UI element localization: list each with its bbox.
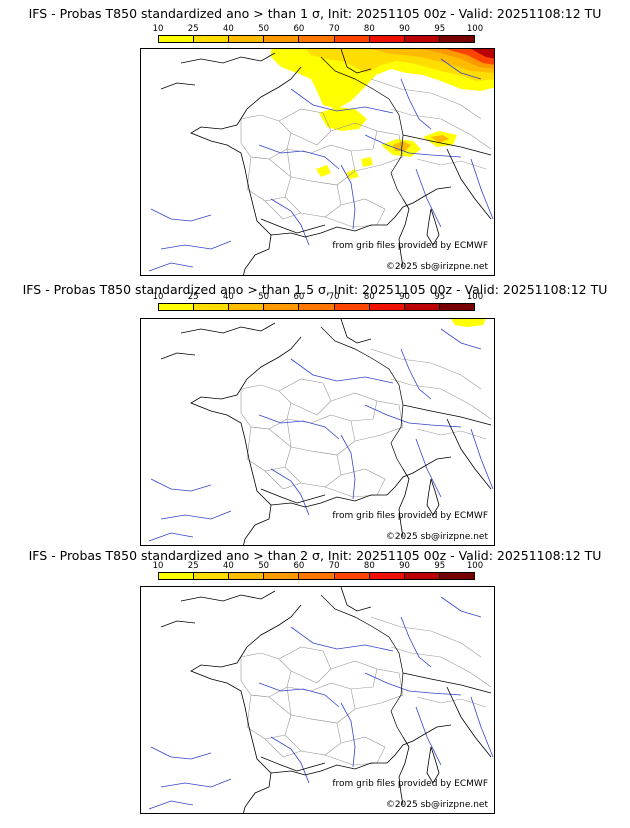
- colorbar-swatch: [439, 36, 474, 42]
- map-panel-3: IFS - Probas T850 standardized ano > tha…: [0, 546, 630, 822]
- colorbar-tick-label: 10: [152, 292, 164, 302]
- colorbar-tick-labels: 10 25 40 50 60 70 80 90 95 100: [153, 561, 484, 571]
- colorbar-swatch: [334, 36, 370, 42]
- colorbar-tick-label: 70: [328, 561, 340, 571]
- colorbar-swatch: [229, 304, 265, 310]
- colorbar-swatch: [194, 304, 230, 310]
- colorbar-tick-label: 70: [328, 292, 340, 302]
- rivers: [148, 596, 494, 810]
- colorbar-tick-labels: 10 25 40 50 60 70 80 90 95 100: [153, 292, 484, 302]
- map-canvas: [148, 319, 494, 545]
- colorbar-tick-label: 60: [293, 561, 305, 571]
- colorbar-swatch: [439, 573, 474, 579]
- france-map: from grib files provided by ECMWF ©2025 …: [140, 586, 495, 814]
- colorbar-swatch: [264, 573, 300, 579]
- colorbar-tick-label: 25: [187, 24, 199, 34]
- colorbar-tick-label: 50: [258, 24, 270, 34]
- colorbar: 10 25 40 50 60 70 80 90 95 100: [153, 292, 484, 311]
- france-map: from grib files provided by ECMWF ©2025 …: [140, 48, 495, 276]
- colorbar-tick-label: 60: [293, 24, 305, 34]
- colorbar-swatch: [264, 304, 300, 310]
- panel-title: IFS - Probas T850 standardized ano > tha…: [28, 6, 602, 21]
- coastlines: [160, 319, 492, 545]
- country-borders: [260, 326, 492, 504]
- colorbar-swatch: [404, 573, 440, 579]
- copyright-credit: ©2025 sb@irizpne.net: [385, 532, 488, 542]
- colorbar-tick-label: 50: [258, 292, 270, 302]
- colorbar-swatch: [439, 304, 474, 310]
- colorbar-swatch: [229, 36, 265, 42]
- colorbar-swatch: [159, 36, 195, 42]
- colorbar-tick-label: 10: [152, 24, 164, 34]
- coastlines: [160, 49, 492, 275]
- colorbar-swatches: [158, 303, 475, 311]
- colorbar-tick-label: 80: [363, 292, 375, 302]
- colorbar-tick-label: 25: [187, 561, 199, 571]
- colorbar: 10 25 40 50 60 70 80 90 95 100: [153, 24, 484, 43]
- colorbar-tick-label: 40: [223, 292, 234, 302]
- data-source-credit: from grib files provided by ECMWF: [332, 779, 488, 789]
- colorbar-tick-label: 50: [258, 561, 270, 571]
- colorbar-swatch: [334, 573, 370, 579]
- colorbar-swatch: [299, 36, 335, 42]
- colorbar-tick-label: 60: [293, 292, 305, 302]
- rivers: [148, 58, 494, 272]
- map-canvas: [148, 587, 494, 813]
- colorbar-swatch: [299, 304, 335, 310]
- colorbar-tick-label: 80: [363, 561, 375, 571]
- colorbar-tick-label: 80: [363, 24, 375, 34]
- probability-overlay: [451, 319, 486, 327]
- colorbar-tick-label: 100: [466, 24, 484, 34]
- france-map: from grib files provided by ECMWF ©2025 …: [140, 318, 495, 546]
- colorbar-swatch: [369, 304, 405, 310]
- colorbar-swatch: [369, 573, 405, 579]
- colorbar-tick-label: 100: [466, 561, 484, 571]
- colorbar-tick-label: 10: [152, 561, 164, 571]
- colorbar-swatch: [264, 36, 300, 42]
- colorbar-tick-label: 90: [399, 561, 410, 571]
- panel-title: IFS - Probas T850 standardized ano > tha…: [22, 282, 608, 297]
- colorbar-tick-label: 95: [434, 24, 446, 34]
- colorbar-tick-label: 90: [399, 292, 410, 302]
- colorbar-swatch: [404, 36, 440, 42]
- colorbar-swatches: [158, 35, 475, 43]
- rivers: [148, 328, 494, 542]
- panel-title: IFS - Probas T850 standardized ano > tha…: [28, 548, 602, 563]
- colorbar-tick-label: 40: [223, 24, 234, 34]
- colorbar-tick-label: 90: [399, 24, 410, 34]
- coastlines: [160, 587, 492, 813]
- country-borders: [260, 594, 492, 772]
- copyright-credit: ©2025 sb@irizpne.net: [385, 262, 488, 272]
- colorbar-tick-label: 95: [434, 292, 446, 302]
- data-source-credit: from grib files provided by ECMWF: [332, 241, 488, 251]
- country-borders: [260, 56, 492, 234]
- colorbar-tick-label: 70: [328, 24, 340, 34]
- colorbar-tick-label: 100: [466, 292, 484, 302]
- admin-borders: [240, 348, 492, 498]
- colorbar-swatch: [159, 304, 195, 310]
- admin-borders: [240, 616, 492, 766]
- colorbar-swatch: [299, 573, 335, 579]
- colorbar-swatch: [334, 304, 370, 310]
- colorbar-swatches: [158, 572, 475, 580]
- colorbar-swatch: [404, 304, 440, 310]
- admin-borders: [240, 78, 492, 228]
- data-source-credit: from grib files provided by ECMWF: [332, 511, 488, 521]
- probability-overlay: [271, 49, 494, 179]
- map-canvas: [148, 49, 494, 275]
- colorbar-tick-labels: 10 25 40 50 60 70 80 90 95 100: [153, 24, 484, 34]
- colorbar-swatch: [194, 573, 230, 579]
- map-panel-2: IFS - Probas T850 standardized ano > tha…: [0, 276, 630, 552]
- colorbar-tick-label: 40: [223, 561, 234, 571]
- colorbar-swatch: [194, 36, 230, 42]
- colorbar-tick-label: 95: [434, 561, 446, 571]
- copyright-credit: ©2025 sb@irizpne.net: [385, 800, 488, 810]
- colorbar-swatch: [369, 36, 405, 42]
- colorbar-tick-label: 25: [187, 292, 199, 302]
- colorbar: 10 25 40 50 60 70 80 90 95 100: [153, 561, 484, 580]
- colorbar-swatch: [229, 573, 265, 579]
- map-panel-1: IFS - Probas T850 standardized ano > tha…: [0, 0, 630, 280]
- colorbar-swatch: [159, 573, 195, 579]
